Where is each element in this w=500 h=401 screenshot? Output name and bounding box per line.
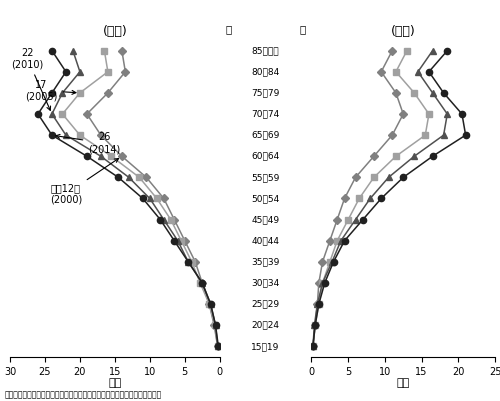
Text: 65～69: 65～69	[252, 131, 280, 140]
Text: 85歳以上: 85歳以上	[252, 46, 280, 55]
Text: 26
(2014): 26 (2014)	[56, 132, 120, 154]
X-axis label: 万人: 万人	[108, 378, 122, 388]
Text: 70～74: 70～74	[252, 109, 280, 119]
Text: 歳: 歳	[226, 24, 232, 34]
Text: 50～54: 50～54	[252, 194, 280, 203]
Text: 35～39: 35～39	[252, 257, 280, 266]
Title: (女性): (女性)	[391, 24, 415, 38]
Text: 17
(2005): 17 (2005)	[26, 80, 76, 101]
Text: 75～79: 75～79	[252, 88, 280, 97]
Text: 55～59: 55～59	[252, 173, 280, 182]
Text: 平成12年
(2000): 平成12年 (2000)	[50, 158, 118, 205]
Text: 25～29: 25～29	[252, 300, 280, 309]
Text: 15～19: 15～19	[252, 342, 280, 351]
Text: 40～44: 40～44	[252, 236, 280, 245]
Text: 80～84: 80～84	[252, 67, 280, 76]
Text: 22
(2010): 22 (2010)	[12, 48, 51, 110]
Text: 歳: 歳	[299, 24, 306, 34]
Title: (男性): (男性)	[102, 24, 127, 38]
Text: 資料：農林水産省「農林業センサス」、「農業構造動態調査」（組替集計）: 資料：農林水産省「農林業センサス」、「農業構造動態調査」（組替集計）	[5, 390, 162, 399]
X-axis label: 万人: 万人	[396, 378, 410, 388]
Text: 20～24: 20～24	[252, 321, 280, 330]
Text: 60～64: 60～64	[252, 152, 280, 161]
Text: 30～34: 30～34	[252, 278, 280, 288]
Text: 45～49: 45～49	[252, 215, 280, 224]
